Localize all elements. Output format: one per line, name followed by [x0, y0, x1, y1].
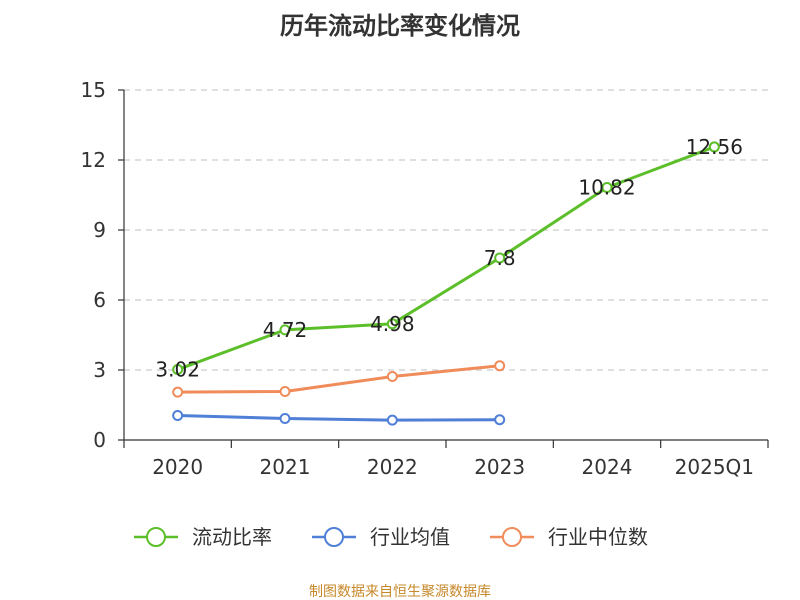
- data-labels: 3.02 4.72 4.98 7.8 10.82 12.56: [155, 135, 743, 382]
- y-tick-label: 9: [93, 218, 106, 242]
- legend-item[interactable]: 行业中位数: [490, 525, 648, 549]
- y-tick-label: 0: [93, 428, 106, 452]
- data-point: [386, 414, 398, 426]
- data-point: [279, 324, 291, 336]
- data-point: [601, 182, 613, 194]
- data-point: [708, 141, 720, 153]
- x-tick-label: 2021: [260, 455, 311, 479]
- data-point: [386, 371, 398, 383]
- legend-item[interactable]: 流动比率: [134, 525, 272, 549]
- series: [172, 141, 720, 426]
- y-tick-label: 3: [93, 358, 106, 382]
- y-tick-label: 15: [81, 78, 106, 102]
- legend-swatch-marker: [146, 527, 166, 547]
- series-line: [176, 364, 502, 394]
- chart-title: 历年流动比率变化情况: [280, 12, 520, 40]
- legend-swatch-marker: [324, 527, 344, 547]
- data-label: 3.02: [155, 358, 200, 382]
- data-point: [494, 252, 506, 264]
- legend-label: 流动比率: [192, 525, 272, 549]
- y-tick-label: 12: [81, 148, 106, 172]
- legend-item[interactable]: 行业均值: [312, 525, 450, 549]
- y-tick-label: 6: [93, 288, 106, 312]
- data-label: 7.8: [484, 246, 516, 270]
- data-point: [494, 360, 506, 372]
- series-line: [176, 145, 716, 372]
- source-label: 制图数据来自恒生聚源数据库: [309, 584, 491, 600]
- data-point: [494, 414, 506, 426]
- x-tick-label: 2025Q1: [675, 455, 754, 479]
- grid: [124, 89, 768, 371]
- data-label: 10.82: [578, 176, 635, 200]
- data-point: [386, 318, 398, 330]
- legend: 流动比率 行业均值 行业中位数: [134, 525, 648, 549]
- legend-label: 行业均值: [370, 525, 450, 549]
- x-tick-label: 2024: [582, 455, 633, 479]
- x-tick-label: 2022: [367, 455, 418, 479]
- data-label: 4.72: [263, 318, 308, 342]
- data-point: [172, 364, 184, 376]
- x-tick-label: 2020: [152, 455, 203, 479]
- legend-label: 行业中位数: [548, 525, 648, 549]
- axes: 0 3 6 9 12 15 2020 2021 2022 2023 2024 2025Q1: [81, 78, 769, 479]
- data-point: [279, 413, 291, 425]
- data-point: [172, 410, 184, 421]
- legend-swatch-marker: [502, 527, 522, 547]
- data-point: [279, 385, 291, 397]
- data-label: 4.98: [370, 312, 415, 336]
- data-point: [172, 386, 184, 398]
- x-tick-label: 2023: [474, 455, 525, 479]
- data-label: 12.56: [686, 135, 743, 159]
- series-line: [176, 414, 502, 422]
